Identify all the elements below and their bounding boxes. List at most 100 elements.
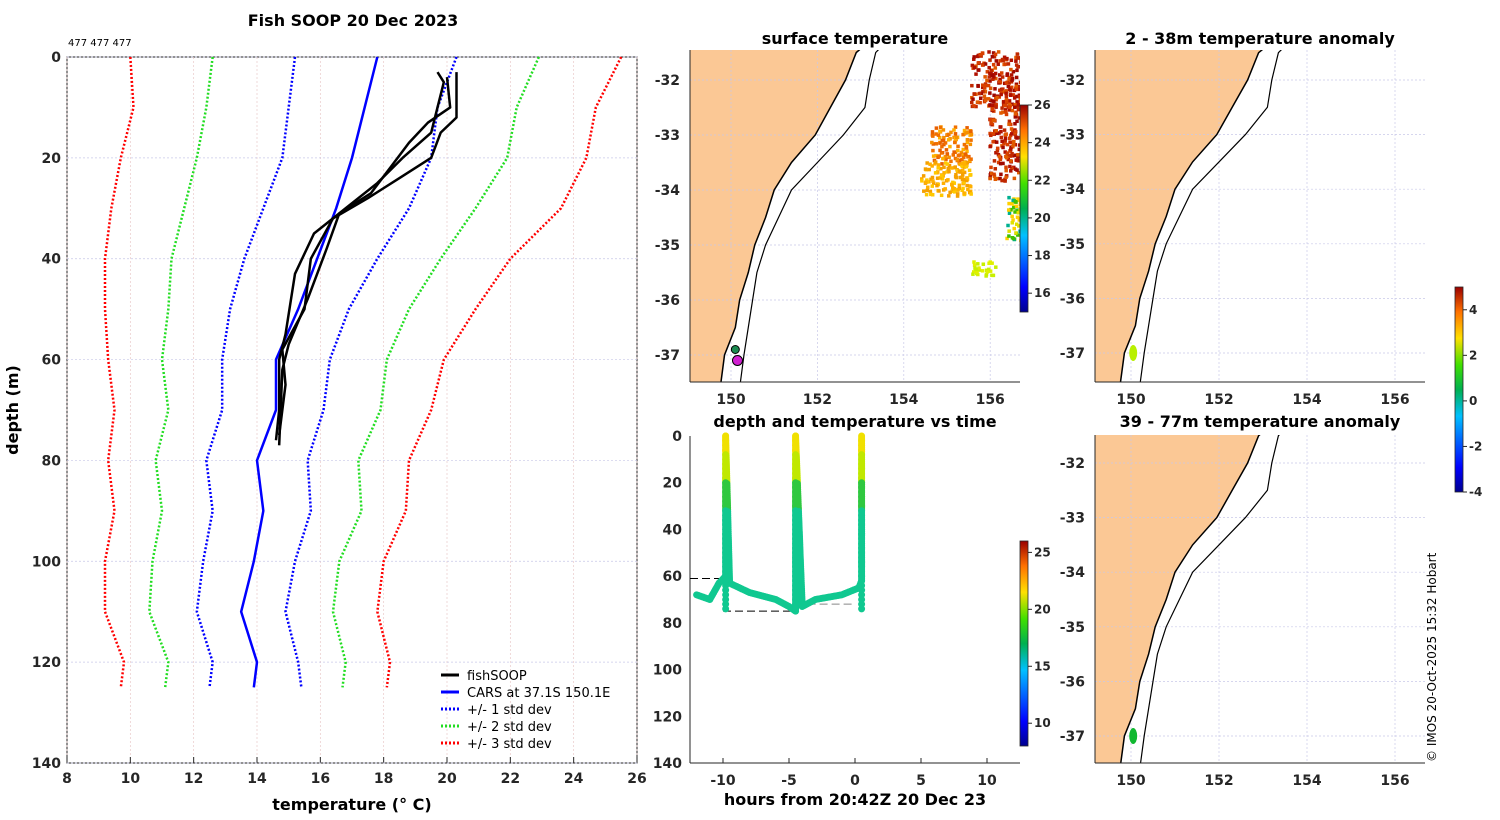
sst-pixel (1007, 211, 1012, 215)
sst-pixel (986, 83, 991, 88)
sst-pixel (930, 164, 934, 168)
sst-pixel (1003, 62, 1008, 66)
sst-pixel (972, 263, 977, 267)
sst-pixel (965, 178, 969, 183)
sst-pixel (966, 155, 970, 159)
sst-pixel (961, 153, 966, 157)
sst-pixel (1009, 127, 1014, 131)
sst-pixel (1014, 204, 1019, 209)
x-tick-label: 12 (184, 771, 203, 787)
sst-pixel (961, 155, 966, 160)
x-tick-label: 156 (976, 392, 1005, 408)
sst-pixel (978, 96, 983, 100)
y-tick-label: -34 (1060, 182, 1086, 198)
sst-pixel (988, 131, 992, 136)
sst-pixel (992, 172, 996, 177)
sst-colorbar (1019, 104, 1029, 313)
colorbar-tick-label: 16 (1034, 286, 1051, 300)
sst-pixel (932, 158, 937, 163)
sst-pixel (949, 130, 953, 135)
sst-pixel (1009, 80, 1014, 84)
x-tick-label: 16 (311, 771, 330, 787)
sst-pixel (999, 111, 1003, 115)
sst-pixel (1014, 55, 1018, 60)
sst-pixel (997, 131, 1001, 135)
sst-pixel (957, 183, 962, 188)
sst-pixel (1001, 145, 1005, 150)
y-tick-label: 100 (32, 554, 61, 570)
sst-pixel (938, 129, 942, 134)
x-tick-label: 152 (1204, 773, 1233, 789)
y-tick-label: 100 (653, 663, 682, 679)
sst-pixel (1003, 150, 1007, 154)
sst-pixel (925, 188, 930, 193)
sst-pixel (988, 118, 993, 122)
sst-pixel (996, 62, 1000, 66)
sst-pixel (988, 269, 993, 273)
sst-pixel (1015, 208, 1019, 213)
sst-pixel (1023, 80, 1027, 84)
sst-pixel (969, 192, 973, 196)
sst-pixel (1009, 73, 1014, 77)
sst-pixel (966, 187, 970, 192)
sst-pixel (969, 157, 973, 161)
sst-pixel (1004, 110, 1008, 114)
sst-pixel (1013, 105, 1017, 110)
sst-pixel (1012, 206, 1016, 210)
sst-pixel (938, 176, 942, 180)
sst-pixel (999, 71, 1004, 75)
sst-pixel (1011, 218, 1015, 222)
sst-pixel (961, 132, 965, 137)
sst-pixel (978, 100, 982, 105)
y-tick-label: -32 (655, 73, 680, 89)
x-tick-label: 24 (564, 771, 584, 787)
y-tick-label: -36 (655, 293, 680, 309)
sst-pixel (946, 166, 950, 171)
colorbar-tick-label: 15 (1034, 659, 1051, 673)
y-tick-label: 80 (42, 453, 62, 469)
sst-pixel (995, 149, 1000, 153)
sst-pixel (1000, 106, 1004, 110)
sst-pixel (968, 173, 972, 177)
sst-pixel (1007, 229, 1011, 233)
sst-pixel (998, 161, 1003, 166)
sst-pixel (964, 164, 968, 169)
sst-pixel (930, 192, 935, 197)
bathymetry-contour (1139, 435, 1280, 763)
x-tick-label: 152 (803, 392, 832, 408)
sst-pixel (936, 133, 941, 137)
sst-pixel (1014, 84, 1019, 88)
sst-pixel (950, 183, 954, 187)
sst-pixel (985, 70, 990, 74)
y-tick-label: -35 (1060, 620, 1085, 636)
sst-pixel (980, 51, 985, 55)
sst-pixel (994, 265, 998, 269)
y-tick-label: 0 (51, 50, 61, 66)
sst-pixel (974, 104, 978, 109)
sst-pixel (994, 104, 998, 108)
colorbar-tick-label: 25 (1034, 545, 1051, 559)
sst-pixel (1019, 238, 1020, 243)
sst-pixel (975, 100, 980, 104)
sst-pixel (1011, 154, 1015, 158)
y-tick-label: -36 (1060, 291, 1085, 307)
sst-pixel (1024, 67, 1027, 71)
sst-pixel (1011, 198, 1015, 203)
sst-pixel (1012, 96, 1017, 100)
y-tick-label: 20 (42, 151, 62, 167)
time-plot-xlabel: hours from 20:42Z 20 Dec 23 (724, 790, 986, 809)
sst-pixel (1002, 128, 1007, 132)
plot-frame (66, 56, 638, 764)
sst-pixel (934, 153, 938, 158)
sst-pixel (1001, 110, 1005, 114)
sst-pixel (1015, 52, 1020, 56)
sst-pixel (1006, 84, 1011, 89)
sst-pixel (936, 166, 940, 170)
sst-pixel (1003, 179, 1007, 183)
y-tick-label: -32 (1060, 73, 1085, 89)
sst-pixel (981, 262, 986, 266)
sst-pixel (933, 171, 938, 175)
y-tick-label: 60 (42, 353, 62, 369)
sst-pixel (999, 135, 1004, 140)
sst-pixel (941, 156, 945, 161)
